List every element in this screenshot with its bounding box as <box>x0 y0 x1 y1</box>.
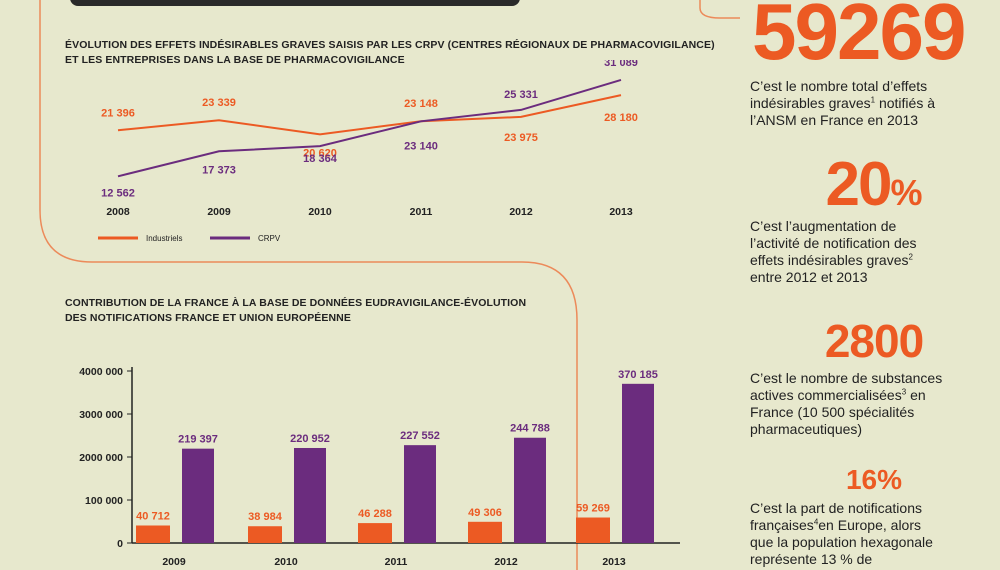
line-data-label: 21 396 <box>101 107 135 119</box>
legend-label: Industriels <box>146 234 182 243</box>
stat-substances-line: pharmaceutiques) <box>750 421 863 437</box>
stat-increase-line: effets indésirables graves2 <box>750 252 913 268</box>
bar-x-tick-label: 2013 <box>602 556 626 568</box>
bar-france <box>576 517 610 543</box>
stat-increase-line: C’est l’augmentation de <box>750 218 897 234</box>
bar-france <box>358 523 392 543</box>
stat-increase: 20% C’est l’augmentation de l’activité d… <box>748 154 1000 286</box>
bar-y-tick-label: 0 <box>117 538 123 550</box>
footnote-marker: 2 <box>908 252 913 262</box>
bar-data-label: 46 288 <box>358 508 392 520</box>
bar-y-tick-label: 3000 000 <box>79 409 123 421</box>
bar-y-tick-label: 2000 000 <box>79 452 123 464</box>
line-data-label: 18 364 <box>303 153 338 165</box>
line-x-tick-label: 2010 <box>308 206 332 218</box>
stat-total-notifications: 59269 C’est le nombre total d’effets ind… <box>748 0 1000 129</box>
stat-substances-line: actives commercialisées3 en <box>750 387 926 403</box>
stat-total-line: l’ANSM en France en 2013 <box>750 112 919 128</box>
bar-chart-title-line1: CONTRIBUTION DE LA FRANCE À LA BASE DE D… <box>65 297 527 309</box>
line-data-label: 28 180 <box>604 112 638 124</box>
line-chart: 21 396 23 339 20 620 23 148 23 975 28 180 12 5… <box>98 60 638 243</box>
stat-substances-description: C’est le nombre de substances actives co… <box>748 370 1000 438</box>
line-x-tick-label: 2008 <box>106 206 130 218</box>
bar-data-label: 49 306 <box>468 507 502 519</box>
section-header-bar <box>70 0 520 6</box>
bar-france <box>468 521 502 543</box>
stat-increase-description: C’est l’augmentation de l’activité de no… <box>748 218 1000 286</box>
line-chart-title: ÉVOLUTION DES EFFETS INDÉSIRABLES GRAVES… <box>65 38 715 68</box>
bar-x-tick-label: 2012 <box>494 556 518 568</box>
line-data-label: 17 373 <box>202 164 236 176</box>
line-data-label: 31 089 <box>604 60 638 69</box>
bar-chart: 0 100 000 2000 000 3000 000 4000 000 40 712 21… <box>79 366 680 568</box>
line-data-label: 12 562 <box>101 187 135 199</box>
line-x-tick-label: 2012 <box>509 206 533 218</box>
bar-y-tick-label: 100 000 <box>85 495 123 507</box>
bar-x-tick-label: 2010 <box>274 556 298 568</box>
stat-total-line: C’est le nombre total d’effets <box>750 78 928 94</box>
line-data-label: 23 140 <box>404 140 438 152</box>
bar-france <box>248 526 282 543</box>
bar-france <box>136 525 170 543</box>
bar-chart-title-line2: DES NOTIFICATIONS FRANCE ET UNION EUROPÉ… <box>65 312 351 324</box>
footnote-marker: 1 <box>870 95 876 105</box>
bar-data-label: 40 712 <box>136 510 170 522</box>
bar-data-label: 59 269 <box>576 503 610 515</box>
bar-data-label: 220 952 <box>290 433 330 445</box>
bar-data-label: 370 185 <box>618 369 658 381</box>
line-series-crpv <box>117 78 622 178</box>
line-data-label: 25 331 <box>504 89 538 101</box>
bar-data-label: 227 552 <box>400 430 440 442</box>
bar-data-label: 38 984 <box>248 511 283 523</box>
stat-increase-unit: % <box>890 172 923 213</box>
line-data-label: 20 620 <box>303 147 337 159</box>
line-x-tick-label: 2009 <box>207 206 231 218</box>
bar-x-tick-label: 2011 <box>385 556 408 568</box>
stat-increase-value: 20% <box>825 150 923 219</box>
bar-europe <box>294 447 326 543</box>
line-data-label: 23 339 <box>202 97 236 109</box>
stat-increase-line: entre 2012 et 2013 <box>750 269 868 285</box>
footnote-marker: 3 <box>901 387 907 397</box>
line-x-tick-label: 2011 <box>410 206 433 218</box>
bar-europe <box>404 445 436 543</box>
stat-share-line: représente 13 % de <box>750 551 873 567</box>
bar-europe <box>622 383 654 543</box>
bar-data-label: 219 397 <box>178 434 218 446</box>
line-chart-title-line1: ÉVOLUTION DES EFFETS INDÉSIRABLES GRAVES… <box>65 39 715 51</box>
bar-y-tick-label: 4000 000 <box>79 366 123 378</box>
stat-total-value: 59269 <box>752 0 966 76</box>
bar-chart-title: CONTRIBUTION DE LA FRANCE À LA BASE DE D… <box>65 296 526 326</box>
stat-share: 16% C’est la part de notifications franç… <box>748 466 1000 568</box>
stat-share-description: C’est la part de notifications française… <box>748 500 1000 568</box>
bar-data-label: 244 788 <box>510 423 550 435</box>
stat-share-line: que la population hexagonale <box>750 534 933 550</box>
footnote-marker: 4 <box>813 517 819 527</box>
stat-substances-value: 2800 <box>824 315 924 367</box>
bar-x-tick-label: 2009 <box>162 556 186 568</box>
bar-europe <box>182 448 214 543</box>
line-data-label: 23 975 <box>504 132 538 144</box>
stat-total-description: C’est le nombre total d’effets indésirab… <box>748 78 1000 129</box>
legend-label: CRPV <box>258 234 281 243</box>
line-data-label: 23 148 <box>404 98 438 110</box>
stat-share-line: françaises4en Europe, alors <box>750 517 921 533</box>
stat-share-value: 16% <box>845 464 903 495</box>
stat-share-line: C’est la part de notifications <box>750 500 922 516</box>
stat-increase-line: l’activité de notification des <box>750 235 917 251</box>
stat-substances: 2800 C’est le nombre de substances activ… <box>748 318 1000 438</box>
stat-substances-line: C’est le nombre de substances <box>750 370 943 386</box>
line-series-industriels <box>117 94 622 136</box>
stat-substances-line: France (10 500 spécialités <box>750 404 915 420</box>
line-x-tick-label: 2013 <box>609 206 633 218</box>
bar-europe <box>514 437 546 543</box>
stat-total-line: indésirables graves1 notifiés à <box>750 95 936 111</box>
line-chart-title-line2: ET LES ENTREPRISES DANS LA BASE DE PHARM… <box>65 54 405 66</box>
